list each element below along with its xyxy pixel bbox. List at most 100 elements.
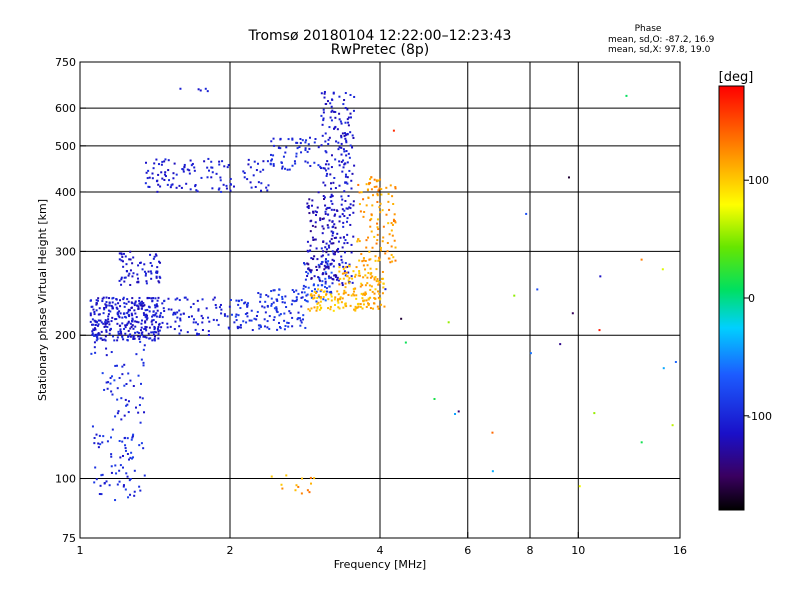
data-point (339, 236, 342, 239)
data-point (114, 364, 117, 367)
data-point (153, 255, 156, 258)
data-point (107, 313, 110, 316)
data-point (373, 235, 376, 238)
data-point (300, 305, 303, 308)
data-point (238, 326, 241, 329)
data-point (112, 335, 115, 338)
data-point (217, 323, 220, 326)
data-point (338, 263, 341, 266)
data-point (316, 206, 319, 209)
data-point (190, 315, 193, 318)
y-tick-label: 300 (55, 245, 76, 258)
data-point (359, 285, 362, 288)
data-point (345, 220, 348, 223)
data-point (133, 490, 136, 493)
data-point (303, 262, 306, 265)
data-point (154, 297, 157, 300)
data-point (123, 384, 126, 387)
data-point (138, 299, 141, 302)
data-point (300, 321, 303, 324)
data-point (257, 292, 260, 295)
data-point (281, 167, 284, 170)
data-point (160, 171, 163, 174)
data-point (362, 300, 365, 303)
data-point (328, 136, 331, 139)
data-point (94, 320, 97, 323)
data-point (359, 305, 362, 308)
data-point (207, 157, 210, 160)
data-point (357, 183, 360, 186)
data-point (341, 198, 344, 201)
data-point (142, 302, 145, 305)
data-point (122, 485, 125, 488)
data-point (134, 325, 137, 328)
data-point (334, 275, 337, 278)
data-point (325, 293, 328, 296)
data-point (158, 315, 161, 318)
data-point (221, 160, 224, 163)
data-point (319, 290, 322, 293)
data-point (306, 161, 309, 164)
data-point (334, 274, 337, 277)
data-point (230, 183, 233, 186)
data-point (344, 175, 347, 178)
data-point (239, 307, 242, 310)
data-point (336, 290, 339, 293)
data-point (330, 230, 333, 233)
data-point (352, 270, 355, 273)
data-point (151, 339, 154, 342)
data-point (260, 189, 263, 192)
data-point (345, 271, 348, 274)
data-point (335, 140, 338, 143)
data-point (251, 329, 254, 332)
data-point (193, 166, 196, 169)
data-point (297, 485, 300, 488)
data-point (345, 274, 348, 277)
data-point (253, 317, 256, 320)
data-point (127, 300, 130, 303)
data-point (327, 265, 330, 268)
data-point (247, 302, 250, 305)
data-point (330, 292, 333, 295)
data-point (391, 260, 394, 263)
data-point (377, 283, 380, 286)
data-point (349, 131, 352, 134)
data-point (91, 425, 94, 428)
data-point (322, 117, 325, 120)
data-point (331, 258, 334, 261)
data-point (116, 311, 119, 314)
data-point (342, 267, 345, 270)
data-point (326, 262, 329, 265)
data-point (308, 491, 311, 494)
data-point (325, 169, 328, 172)
data-point (119, 330, 122, 333)
data-point (210, 160, 213, 163)
data-point (287, 321, 290, 324)
data-point (142, 335, 145, 338)
data-point (163, 178, 166, 181)
data-point (186, 298, 189, 301)
data-point (392, 203, 395, 206)
data-point (115, 364, 118, 367)
data-point (272, 137, 275, 140)
data-point (144, 182, 147, 185)
data-point (338, 164, 341, 167)
data-point (275, 307, 278, 310)
data-point (377, 189, 380, 192)
data-point (322, 119, 325, 122)
data-point (306, 240, 309, 243)
data-point (344, 302, 347, 305)
x-tick-label: 4 (377, 544, 384, 557)
data-point (123, 312, 126, 315)
data-point (385, 186, 388, 189)
data-point (362, 215, 365, 218)
data-point (324, 210, 327, 213)
data-point (167, 169, 170, 172)
data-point (373, 297, 376, 300)
data-point (144, 320, 147, 323)
data-point (305, 294, 308, 297)
x-axis-ticks: 1 2 4 6 8 10 16 (77, 532, 687, 557)
data-point (93, 346, 96, 349)
data-point (143, 304, 146, 307)
data-point (139, 421, 142, 424)
